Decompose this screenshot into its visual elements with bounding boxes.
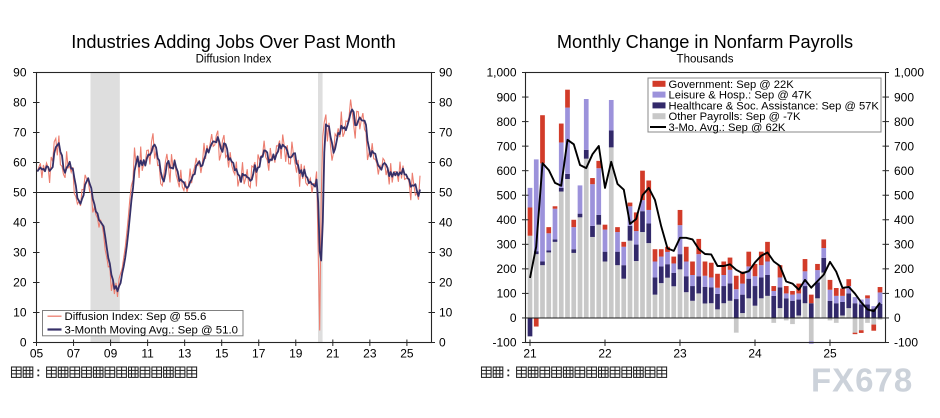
svg-text:3-Month Moving Avg.: Sep @ 51.: 3-Month Moving Avg.: Sep @ 51.0: [65, 324, 238, 336]
svg-text:25: 25: [823, 347, 837, 361]
svg-text:22: 22: [598, 347, 612, 361]
svg-text:Thousands: Thousands: [677, 54, 734, 66]
svg-text:90: 90: [13, 66, 27, 80]
svg-text:11: 11: [141, 347, 154, 361]
svg-text:25: 25: [400, 347, 414, 361]
svg-text:0: 0: [894, 311, 901, 325]
svg-text:09: 09: [104, 347, 118, 361]
svg-text:0: 0: [510, 311, 517, 325]
svg-text:Healthcare & Soc. Assistance:: Healthcare & Soc. Assistance: Sep @ 57K: [669, 100, 880, 112]
svg-text:800: 800: [894, 115, 914, 129]
svg-text:07: 07: [67, 347, 81, 361]
svg-text:700: 700: [496, 139, 516, 153]
svg-text:05: 05: [30, 347, 44, 361]
svg-text:Other Payrolls: Sep @ -7K: Other Payrolls: Sep @ -7K: [669, 111, 802, 123]
svg-text:13: 13: [178, 347, 192, 361]
svg-text:3-Mo. Avg.: Sep @ 62K: 3-Mo. Avg.: Sep @ 62K: [669, 122, 786, 134]
svg-text:40: 40: [13, 216, 27, 230]
svg-text:300: 300: [496, 238, 516, 252]
svg-text:Leisure & Hosp.: Sep @ 47K: Leisure & Hosp.: Sep @ 47K: [669, 90, 813, 102]
svg-text:Monthly Change in Nonfarm Payr: Monthly Change in Nonfarm Payrolls: [557, 32, 853, 52]
svg-text:500: 500: [496, 188, 516, 202]
svg-text:Industries Adding Jobs Over Pa: Industries Adding Jobs Over Past Month: [71, 32, 396, 52]
svg-text:21: 21: [326, 347, 340, 361]
svg-text:70: 70: [439, 126, 453, 140]
svg-text:30: 30: [439, 246, 453, 260]
svg-text:600: 600: [894, 164, 914, 178]
svg-text:400: 400: [894, 213, 914, 227]
svg-text:900: 900: [894, 90, 914, 104]
svg-text:50: 50: [13, 186, 27, 200]
svg-text:23: 23: [363, 347, 377, 361]
svg-text:500: 500: [894, 188, 914, 202]
svg-text:23: 23: [673, 347, 687, 361]
svg-text:60: 60: [439, 156, 453, 170]
svg-text:0: 0: [439, 336, 446, 350]
svg-text:10: 10: [439, 306, 453, 320]
svg-text:1,000: 1,000: [894, 66, 924, 80]
svg-text:FX678: FX678: [811, 362, 913, 399]
svg-text:21: 21: [523, 347, 537, 361]
svg-text:20: 20: [13, 276, 27, 290]
svg-text:900: 900: [496, 90, 516, 104]
svg-text:100: 100: [496, 287, 516, 301]
svg-text:80: 80: [13, 96, 27, 110]
svg-text:30: 30: [13, 246, 27, 260]
svg-text:15: 15: [215, 347, 229, 361]
svg-text:Diffusion Index: Sep @ 55.6: Diffusion Index: Sep @ 55.6: [65, 311, 207, 323]
svg-text:17: 17: [252, 347, 266, 361]
svg-text:800: 800: [496, 115, 516, 129]
svg-text:Diffusion Index: Diffusion Index: [196, 54, 272, 66]
svg-text:200: 200: [894, 262, 914, 276]
svg-text:-100: -100: [492, 336, 516, 350]
svg-text:400: 400: [496, 213, 516, 227]
svg-text:50: 50: [439, 186, 453, 200]
svg-text:Government: Sep @ 22K: Government: Sep @ 22K: [669, 79, 795, 91]
svg-text:20: 20: [439, 276, 453, 290]
svg-text:1,000: 1,000: [486, 66, 516, 80]
svg-text:600: 600: [496, 164, 516, 178]
svg-text:10: 10: [13, 306, 27, 320]
svg-text:700: 700: [894, 139, 914, 153]
svg-text:0: 0: [20, 336, 27, 350]
svg-text:90: 90: [439, 66, 453, 80]
svg-text:70: 70: [13, 126, 27, 140]
svg-text:80: 80: [439, 96, 453, 110]
svg-text:24: 24: [748, 347, 762, 361]
svg-text:200: 200: [496, 262, 516, 276]
svg-text:-100: -100: [894, 336, 918, 350]
svg-text:19: 19: [289, 347, 303, 361]
svg-text:100: 100: [894, 287, 914, 301]
svg-text:300: 300: [894, 238, 914, 252]
svg-text:60: 60: [13, 156, 27, 170]
svg-text:40: 40: [439, 216, 453, 230]
